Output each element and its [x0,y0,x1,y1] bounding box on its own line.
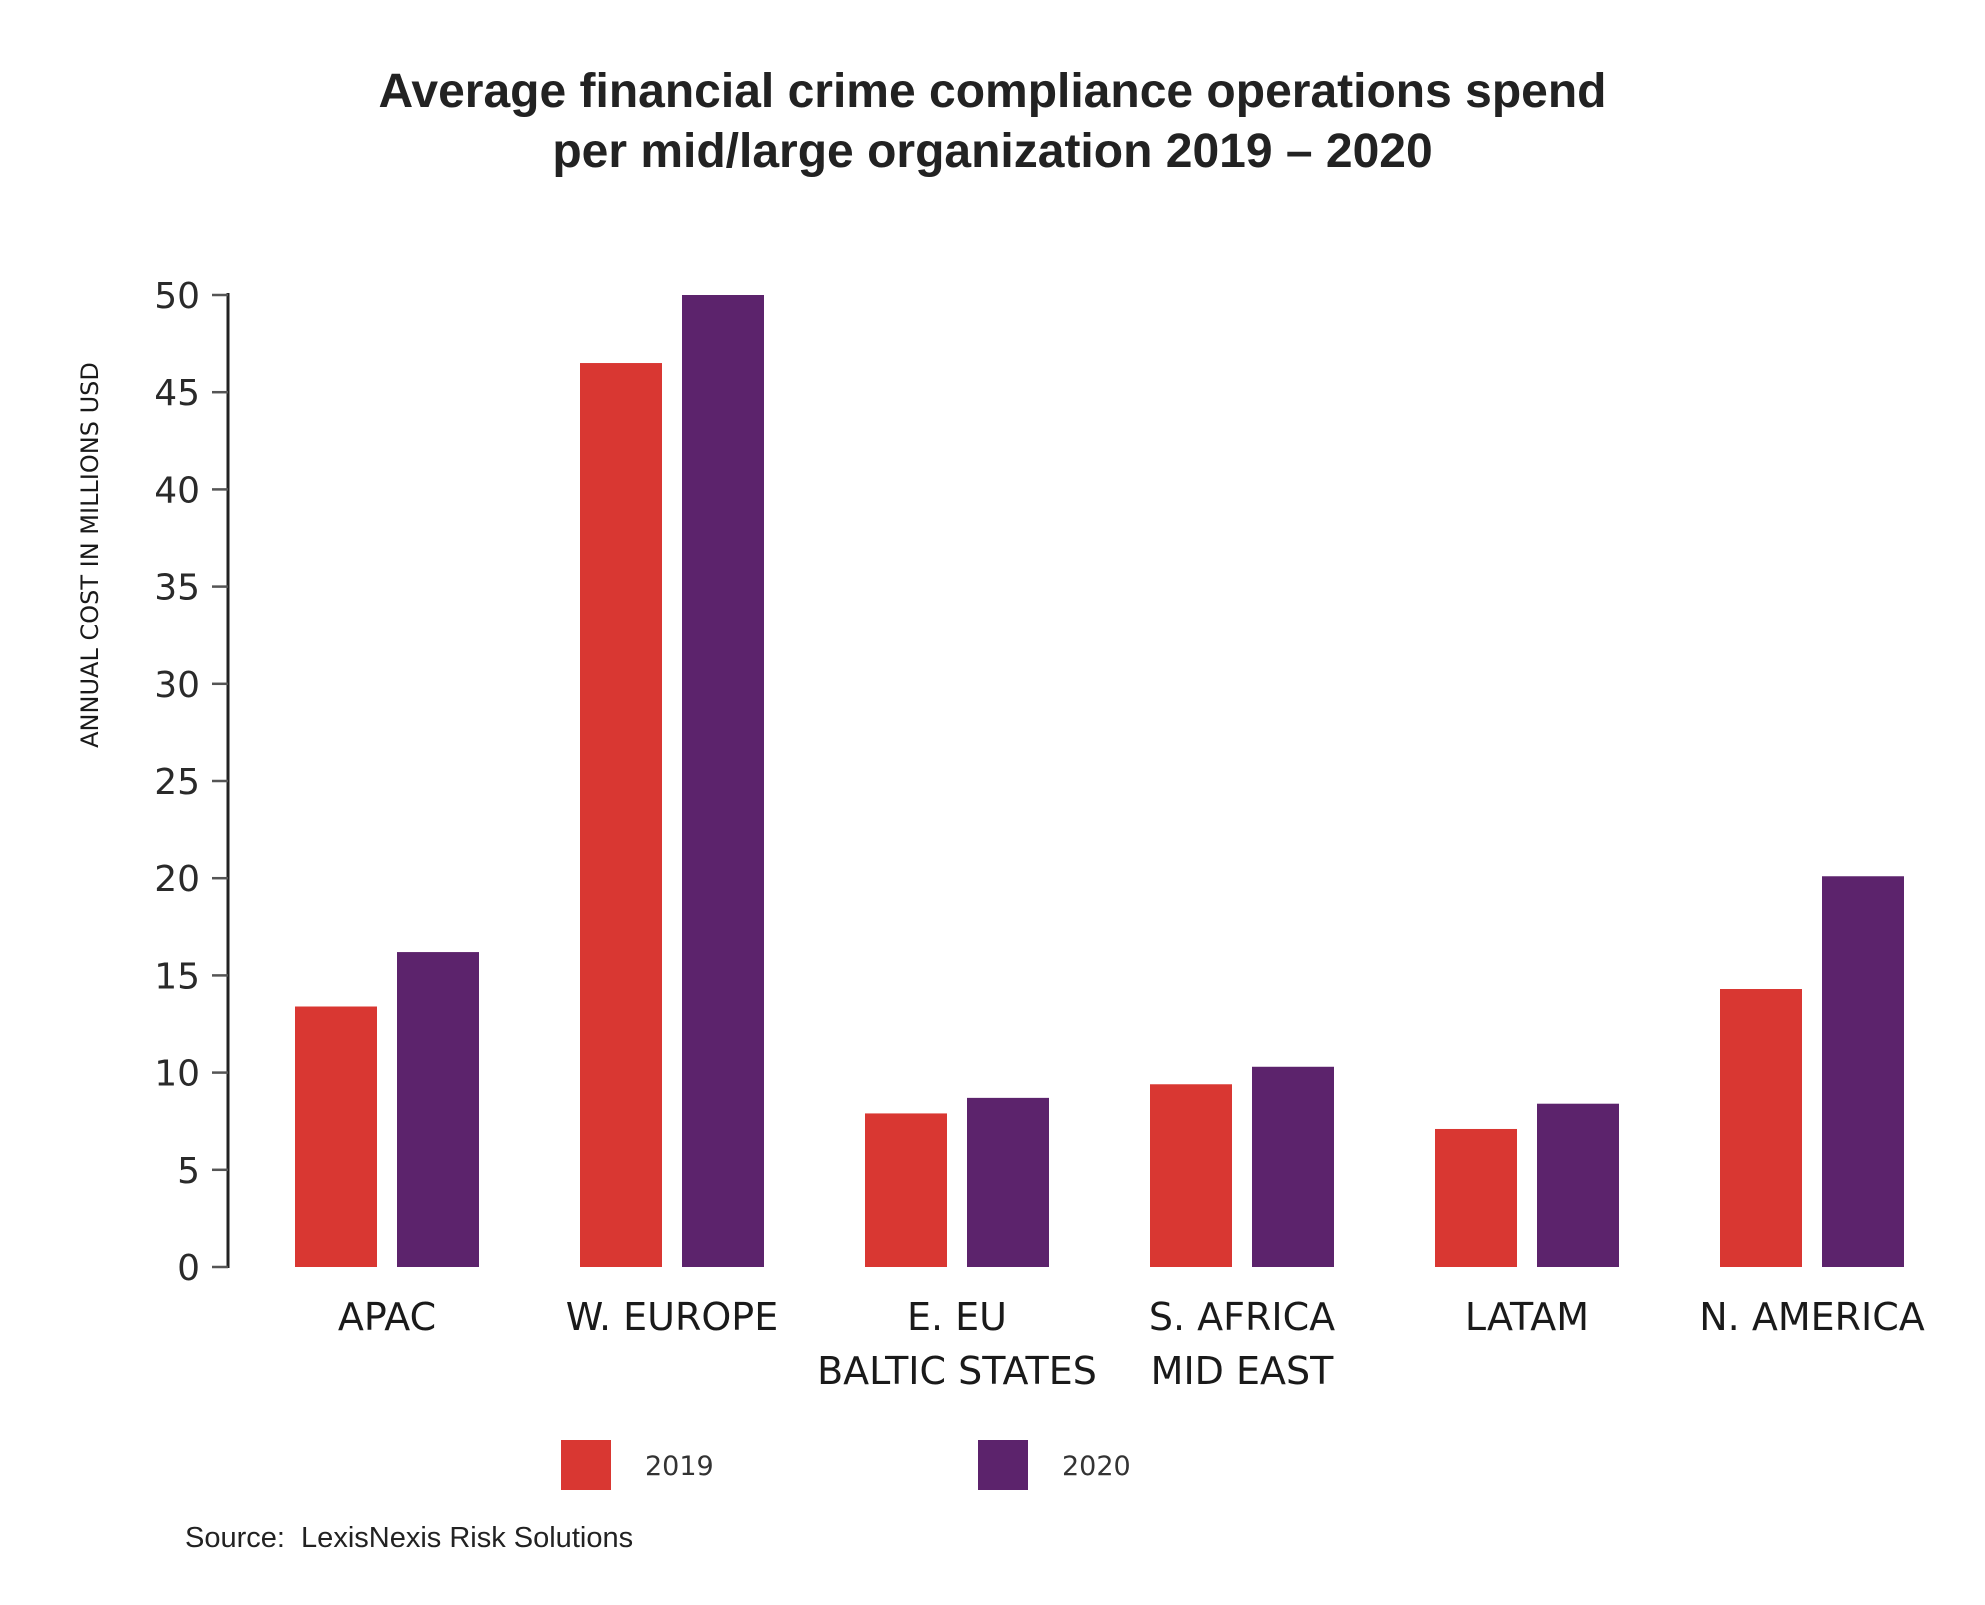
y-tick-label: 0 [177,1248,200,1289]
bar-2019 [1435,1128,1517,1267]
y-tick-label: 35 [154,568,200,609]
y-tick-label: 50 [154,276,200,317]
x-category-label: E. EU [907,1295,1007,1339]
y-tick-label: 20 [154,859,200,900]
y-axis-label: ANNUAL COST IN MILLIONS USD [76,362,104,748]
bar-2020 [967,1097,1049,1267]
x-category-label: APAC [338,1295,436,1339]
bar-2019 [1720,989,1802,1267]
category-labels: APAC W. EUROPE E. EU BALTIC STATES S. AFRICA… [338,1295,1925,1393]
x-category-label: S. AFRICA [1149,1295,1335,1339]
bar-2019 [295,1006,377,1267]
y-tick-label: 30 [154,665,200,706]
chart-title-line-1: Average financial crime compliance opera… [378,65,1607,118]
x-category-label: W. EUROPE [566,1295,778,1339]
bar-2020 [397,952,479,1267]
legend-label-2020: 2020 [1062,1451,1131,1482]
bar-2020 [1537,1103,1619,1267]
y-tick-label: 40 [154,470,200,511]
x-category-label: BALTIC STATES [817,1349,1097,1393]
y-tick-label: 45 [154,373,200,414]
chart-title: Average financial crime compliance opera… [0,62,1985,182]
x-category-label: MID EAST [1151,1349,1334,1393]
bar-2020 [682,295,764,1267]
y-tick-label: 25 [154,762,200,803]
legend: 2019 2020 [561,1440,1131,1490]
bar-2020 [1822,876,1904,1267]
legend-swatch-2020 [978,1440,1028,1490]
legend-swatch-2019 [561,1440,611,1490]
bar-2019 [580,363,662,1267]
chart-title-line-2: per mid/large organization 2019 – 2020 [552,125,1433,178]
y-axis: 0 5 10 15 20 25 30 35 40 45 50 [154,276,230,1289]
bars [295,295,1904,1267]
x-category-label: LATAM [1465,1295,1589,1339]
legend-label-2019: 2019 [645,1451,714,1482]
y-tick-label: 10 [154,1054,200,1095]
x-category-label: N. AMERICA [1699,1295,1925,1339]
bar-2020 [1252,1066,1334,1267]
y-tick-label: 5 [177,1151,200,1192]
source-note: Source: LexisNexis Risk Solutions [185,1522,634,1554]
bar-2019 [865,1113,947,1267]
bar-2019 [1150,1084,1232,1267]
y-tick-label: 15 [154,956,200,997]
